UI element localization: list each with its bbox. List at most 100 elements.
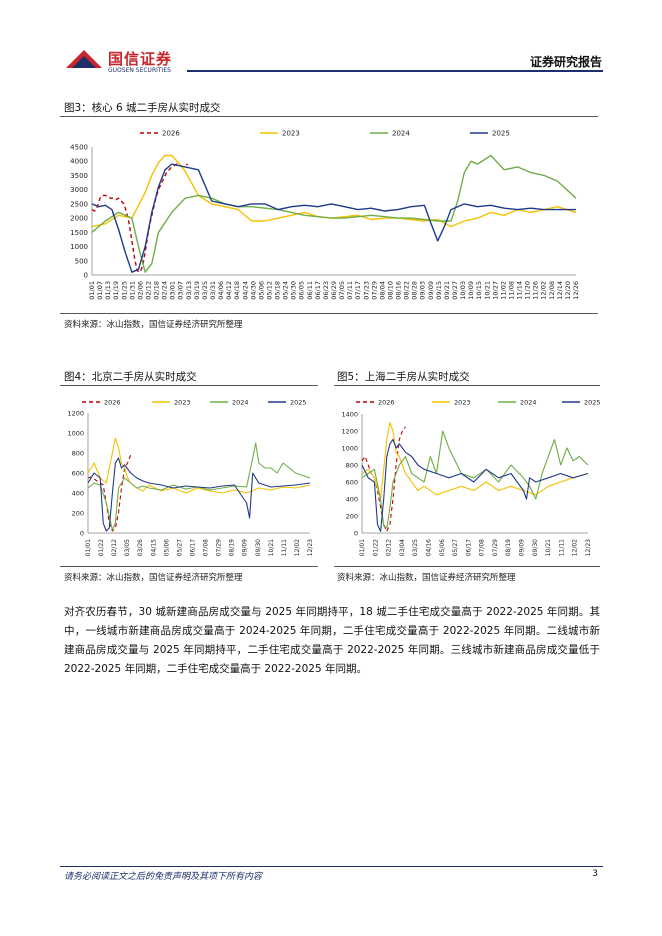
fig3-title: 图3：核心 6 城二手房从实时成交	[64, 102, 221, 114]
x-tick-label: 04/12	[225, 281, 233, 300]
fig3-bottom-rule	[60, 313, 598, 314]
series-line-2026	[91, 163, 189, 273]
series-line-2023	[91, 154, 577, 228]
legend-label-2025: 2025	[492, 130, 510, 138]
x-tick-label: 02/24	[161, 281, 169, 300]
fig5-source: 资料来源：冰山指数，国信证券经济研究所整理	[337, 573, 516, 583]
y-tick-label: 1200	[67, 410, 84, 418]
x-tick-label: 07/23	[362, 281, 370, 300]
x-tick-label: 06/17	[314, 281, 322, 300]
x-tick-label: 04/30	[249, 281, 257, 300]
x-tick-label: 01/31	[128, 281, 136, 300]
x-tick-label: 06/17	[189, 539, 196, 556]
x-tick-label: 04/18	[233, 281, 241, 300]
report-type: 证券研究报告	[529, 55, 602, 69]
x-tick-label: 03/01	[169, 281, 177, 300]
y-tick-label: 400	[72, 490, 84, 498]
y-tick-label: 3500	[70, 172, 88, 180]
x-tick-label: 05/27	[176, 539, 183, 556]
fig3-top-rule	[60, 116, 598, 117]
company-name-en: GUOSEN SECURITIES	[108, 67, 171, 74]
fig5-top-rule	[334, 385, 600, 386]
x-tick-label: 12/08	[548, 281, 556, 300]
x-tick-label: 06/11	[306, 281, 314, 300]
x-tick-label: 02/18	[153, 281, 161, 300]
x-tick-label: 11/26	[532, 281, 540, 300]
x-tick-label: 06/29	[330, 281, 338, 300]
y-tick-label: 4000	[70, 158, 88, 166]
x-tick-label: 09/27	[451, 281, 459, 300]
x-tick-label: 03/04	[399, 539, 406, 556]
legend-label-2026: 2026	[162, 130, 180, 138]
x-tick-label: 09/21	[443, 281, 451, 300]
x-tick-label: 03/31	[209, 281, 217, 300]
x-tick-label: 07/17	[354, 281, 362, 300]
y-tick-label: 800	[346, 462, 358, 470]
legend-label-2024: 2024	[392, 130, 410, 138]
x-tick-label: 09/03	[419, 281, 427, 300]
x-tick-label: 05/06	[163, 539, 170, 556]
legend-label-2024: 2024	[232, 399, 249, 407]
x-tick-label: 08/28	[411, 281, 419, 300]
legend-label-2024: 2024	[520, 399, 537, 407]
x-tick-label: 11/08	[507, 281, 515, 300]
x-tick-label: 10/21	[268, 539, 275, 556]
series-line-2024	[87, 442, 311, 531]
x-tick-label: 05/30	[290, 281, 298, 300]
y-tick-label: 200	[72, 510, 84, 518]
x-tick-label: 01/01	[88, 281, 96, 300]
x-tick-label: 12/14	[556, 281, 564, 300]
x-tick-label: 10/09	[467, 281, 475, 300]
y-tick-label: 3000	[70, 186, 88, 194]
fig4-bottom-rule	[60, 566, 318, 567]
footer-disclaimer: 请务必阅读正文之后的免责声明及其项下所有内容	[64, 872, 263, 882]
x-tick-label: 07/08	[479, 539, 486, 556]
footer-rule	[60, 866, 603, 867]
x-tick-label: 01/25	[120, 281, 128, 300]
x-tick-label: 10/21	[483, 281, 491, 300]
x-tick-label: 04/15	[150, 539, 157, 556]
x-tick-label: 10/27	[491, 281, 499, 300]
x-tick-label: 04/16	[425, 539, 432, 556]
legend-label-2023: 2023	[282, 130, 300, 138]
x-tick-label: 12/02	[540, 281, 548, 300]
series-line-2023	[87, 437, 311, 494]
y-tick-label: 200	[346, 513, 358, 521]
x-tick-label: 09/15	[435, 281, 443, 300]
legend-label-2026: 2026	[104, 399, 121, 407]
x-tick-label: 02/12	[144, 281, 152, 300]
x-tick-label: 07/08	[203, 539, 210, 556]
x-tick-label: 01/01	[85, 539, 92, 556]
x-tick-label: 11/11	[281, 539, 288, 556]
y-tick-label: 1000	[70, 243, 88, 251]
x-tick-label: 09/09	[242, 539, 249, 556]
x-tick-label: 12/02	[572, 539, 579, 556]
x-tick-label: 08/19	[505, 539, 512, 556]
y-tick-label: 1200	[341, 428, 358, 436]
x-tick-label: 08/16	[395, 281, 403, 300]
x-tick-label: 07/05	[338, 281, 346, 300]
x-tick-label: 08/22	[403, 281, 411, 300]
x-tick-label: 03/05	[124, 539, 131, 556]
header-rule	[187, 70, 603, 72]
series-line-2024	[361, 430, 589, 529]
x-tick-label: 11/20	[524, 281, 532, 300]
x-tick-label: 07/29	[216, 539, 223, 556]
x-tick-label: 07/29	[492, 539, 499, 556]
body-paragraph: 对齐农历春节，30 城新建商品房成交量与 2025 年同期持平，18 城二手住宅…	[64, 603, 600, 679]
x-tick-label: 01/19	[112, 281, 120, 300]
y-tick-label: 0	[84, 272, 88, 280]
x-tick-label: 01/01	[359, 539, 366, 556]
legend-label-2025: 2025	[584, 399, 601, 407]
legend-label-2026: 2026	[378, 399, 395, 407]
series-line-2026	[361, 426, 406, 532]
fig3-chart: 0 500 1000 1500 2000 2500 3000 3500 4000 4500 01/0…	[70, 130, 580, 300]
y-tick-label: 1400	[341, 411, 358, 419]
series-line-2023	[361, 421, 589, 500]
x-tick-label: 06/23	[322, 281, 330, 300]
y-tick-label: 1500	[70, 229, 88, 237]
x-tick-label: 09/09	[519, 539, 526, 556]
logo-mark-icon	[66, 50, 102, 68]
y-tick-label: 500	[75, 257, 88, 265]
y-tick-label: 4500	[70, 144, 88, 152]
